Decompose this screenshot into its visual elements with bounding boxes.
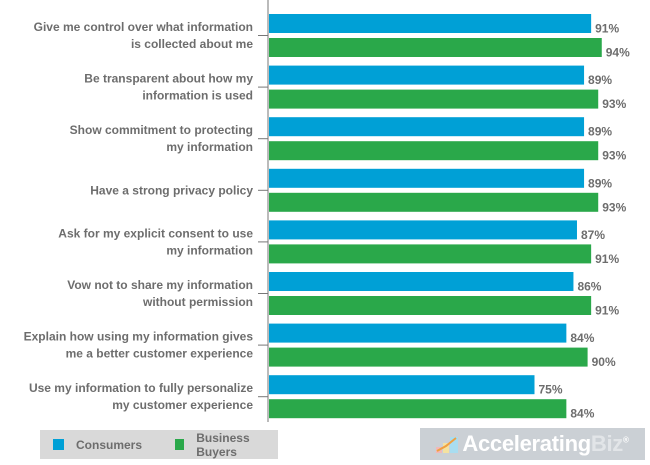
- legend-label: Business Buyers: [196, 430, 250, 459]
- legend-swatch-consumers: [53, 439, 64, 450]
- legend-item-business-buyers: Business Buyers: [175, 431, 278, 459]
- bar-business-buyers: [269, 244, 592, 264]
- data-label: 86%: [577, 280, 601, 294]
- bar-business-buyers: [269, 141, 599, 161]
- data-label: 90%: [592, 355, 616, 369]
- bar-consumers: [269, 117, 585, 137]
- data-label: 93%: [602, 200, 626, 214]
- category-label: Vow not to share my information without p…: [67, 278, 253, 309]
- category-label: Ask for my explicit consent to use my inf…: [58, 226, 253, 257]
- bar-business-buyers: [269, 89, 599, 109]
- legend: Consumers Business Buyers: [40, 430, 278, 459]
- data-label: 84%: [570, 407, 594, 421]
- data-label: 84%: [570, 331, 594, 345]
- bar-business-buyers: [269, 296, 592, 315]
- bar-consumers: [269, 14, 592, 33]
- bar-consumers: [269, 65, 585, 85]
- category-label: Give me control over what information is …: [34, 20, 254, 51]
- bar-consumers: [269, 220, 577, 240]
- category-label: Be transparent about how my information i…: [84, 72, 253, 103]
- data-label: 89%: [588, 125, 612, 139]
- bar-chart: Give me control over what information is …: [24, 0, 630, 422]
- data-label: 93%: [602, 149, 626, 163]
- data-label: 89%: [588, 176, 612, 190]
- category-label: Have a strong privacy policy: [90, 183, 253, 197]
- bar-consumers: [269, 168, 585, 188]
- bar-consumers: [269, 375, 535, 395]
- category-label: Use my information to fully personalize m…: [29, 381, 253, 412]
- data-label: 91%: [595, 252, 619, 266]
- accelerating-biz-logo: AcceleratingBiz®: [420, 428, 645, 460]
- legend-item-consumers: Consumers: [53, 438, 142, 452]
- registered-mark: ®: [622, 435, 629, 445]
- logo-text: Accelerating: [462, 431, 591, 456]
- bar-business-buyers: [269, 347, 588, 367]
- bar-consumers: [269, 323, 567, 343]
- legend-swatch-business-buyers: [175, 439, 185, 450]
- legend-label: Consumers: [76, 437, 143, 452]
- bar-business-buyers: [269, 399, 567, 419]
- data-label: 91%: [595, 304, 619, 318]
- logo-accent: Biz: [590, 431, 623, 456]
- bar-consumers: [269, 272, 574, 291]
- category-label: Show commitment to protecting my informat…: [70, 123, 253, 154]
- data-label: 93%: [602, 97, 626, 111]
- data-label: 94%: [606, 46, 630, 60]
- data-label: 75%: [539, 383, 563, 397]
- category-label: Explain how using my information gives me…: [24, 330, 254, 361]
- data-label: 89%: [588, 73, 612, 87]
- bar-business-buyers: [269, 192, 599, 212]
- data-label: 87%: [581, 228, 605, 242]
- growth-chart-icon: [436, 437, 459, 453]
- bar-business-buyers: [269, 38, 602, 57]
- data-label: 91%: [595, 22, 619, 36]
